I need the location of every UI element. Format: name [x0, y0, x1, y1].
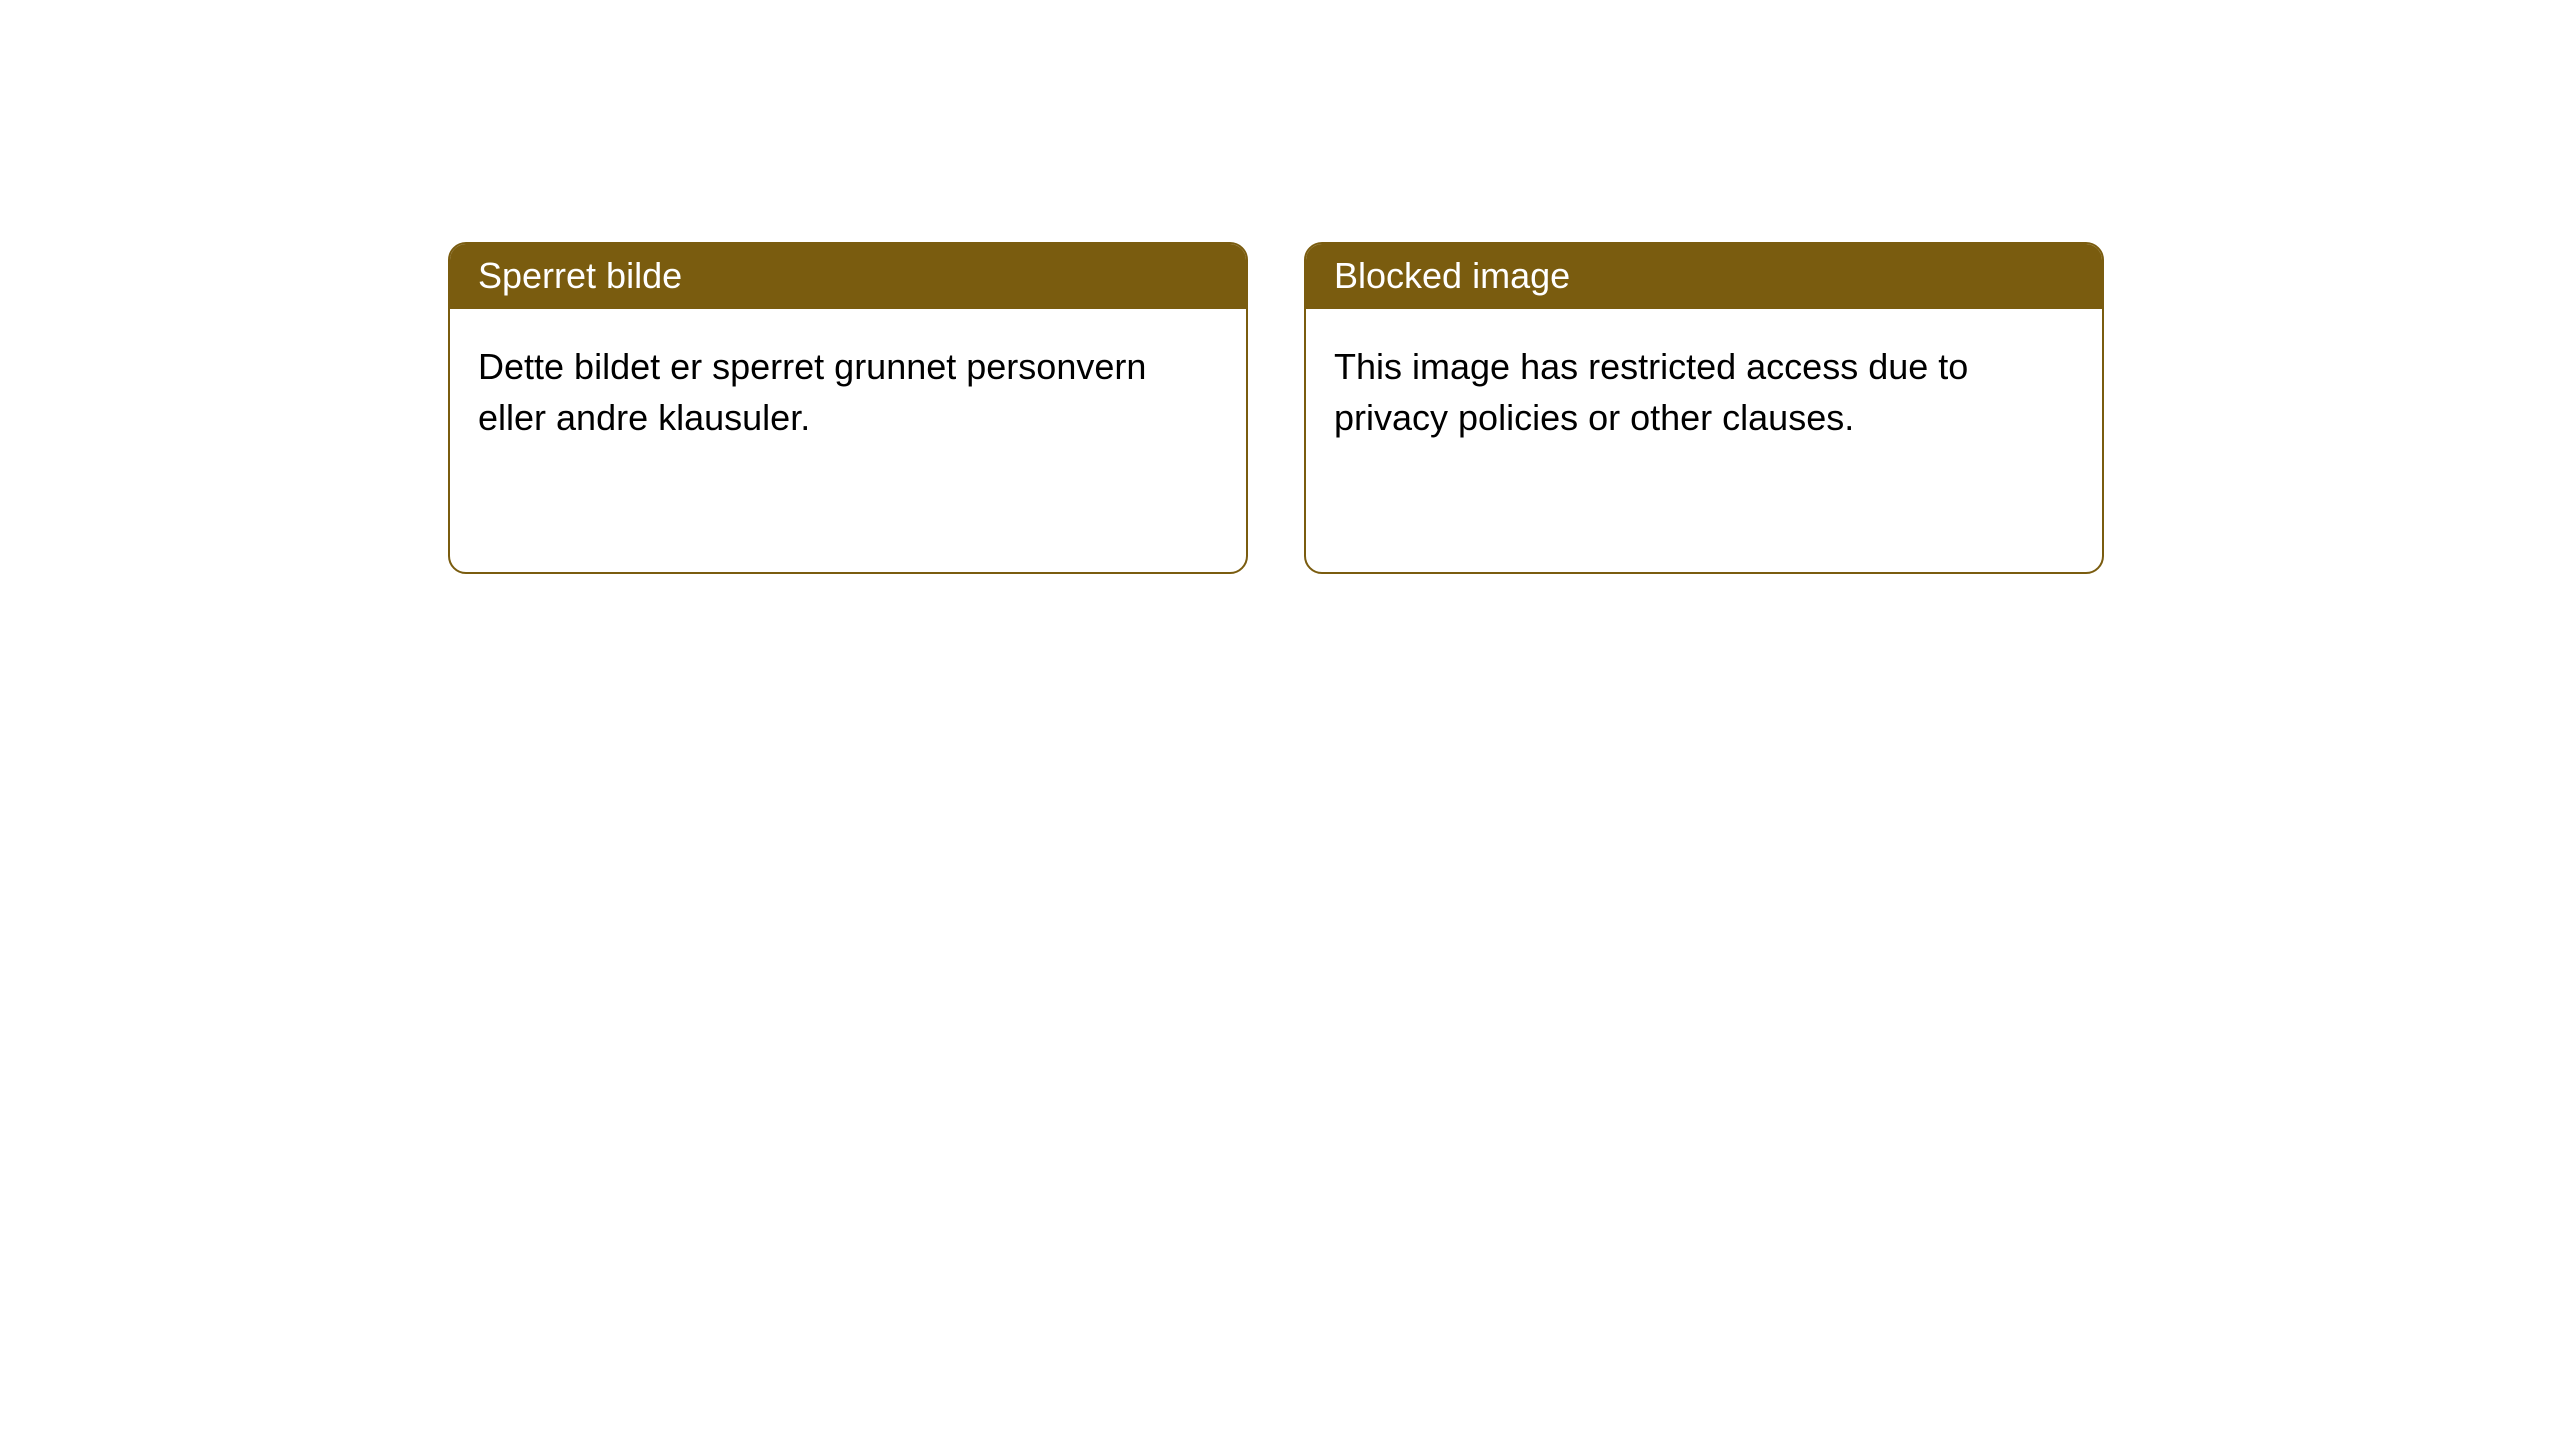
notice-card-header: Blocked image	[1306, 244, 2102, 309]
notice-container: Sperret bilde Dette bildet er sperret gr…	[448, 242, 2104, 574]
notice-card-norwegian: Sperret bilde Dette bildet er sperret gr…	[448, 242, 1248, 574]
notice-body-text: This image has restricted access due to …	[1334, 346, 1968, 438]
notice-body-text: Dette bildet er sperret grunnet personve…	[478, 346, 1146, 438]
notice-card-body: Dette bildet er sperret grunnet personve…	[450, 309, 1246, 475]
notice-title: Sperret bilde	[478, 255, 682, 296]
notice-title: Blocked image	[1334, 255, 1570, 296]
notice-card-english: Blocked image This image has restricted …	[1304, 242, 2104, 574]
notice-card-header: Sperret bilde	[450, 244, 1246, 309]
notice-card-body: This image has restricted access due to …	[1306, 309, 2102, 475]
